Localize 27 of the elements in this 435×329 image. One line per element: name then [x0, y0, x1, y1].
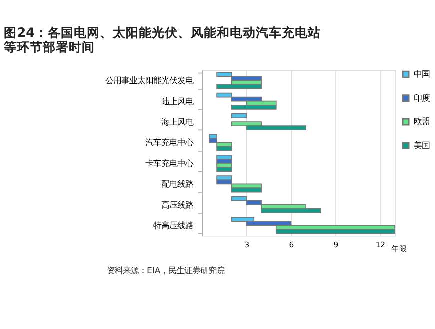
bar [231, 114, 248, 118]
bar [216, 84, 262, 90]
y-tick-label: 公用事业太阳能光伏发电 [105, 76, 194, 87]
legend-label: 印度 [414, 94, 430, 104]
text: 资料来源：EIA，民生证券研究院 [107, 266, 225, 276]
bar [231, 104, 277, 110]
bar [276, 229, 396, 234]
x-tick-label: 6 [289, 240, 294, 250]
y-tick-label: 汽车充电中心 [145, 138, 194, 149]
y-tick-label: 陆上风电 [161, 97, 194, 108]
y-tick-label: 特高压线路 [153, 222, 194, 232]
y-tick-label: 卡车充电中心 [145, 159, 194, 170]
x-tick-label: 3 [244, 240, 250, 250]
x-axis-title: 年限 [391, 244, 408, 254]
x-tick-label: 9 [334, 240, 339, 250]
x-tick-label: 12 [376, 240, 386, 250]
bar [216, 167, 232, 172]
bar [261, 208, 322, 214]
legend-label: 欧盟 [414, 118, 430, 128]
bar [231, 188, 262, 193]
chart-title: 图24：各国电网、太阳能光伏、风能和电动汽车充电站等环节部署时间 [3, 25, 321, 56]
legend-label: 美国 [414, 141, 430, 152]
y-tick-label: 海上风电 [161, 118, 194, 128]
y-tick-label: 配电线路 [161, 180, 194, 190]
y-tick-label: 高压线路 [161, 200, 194, 211]
bar [216, 146, 232, 152]
legend-label: 中国 [414, 70, 430, 80]
